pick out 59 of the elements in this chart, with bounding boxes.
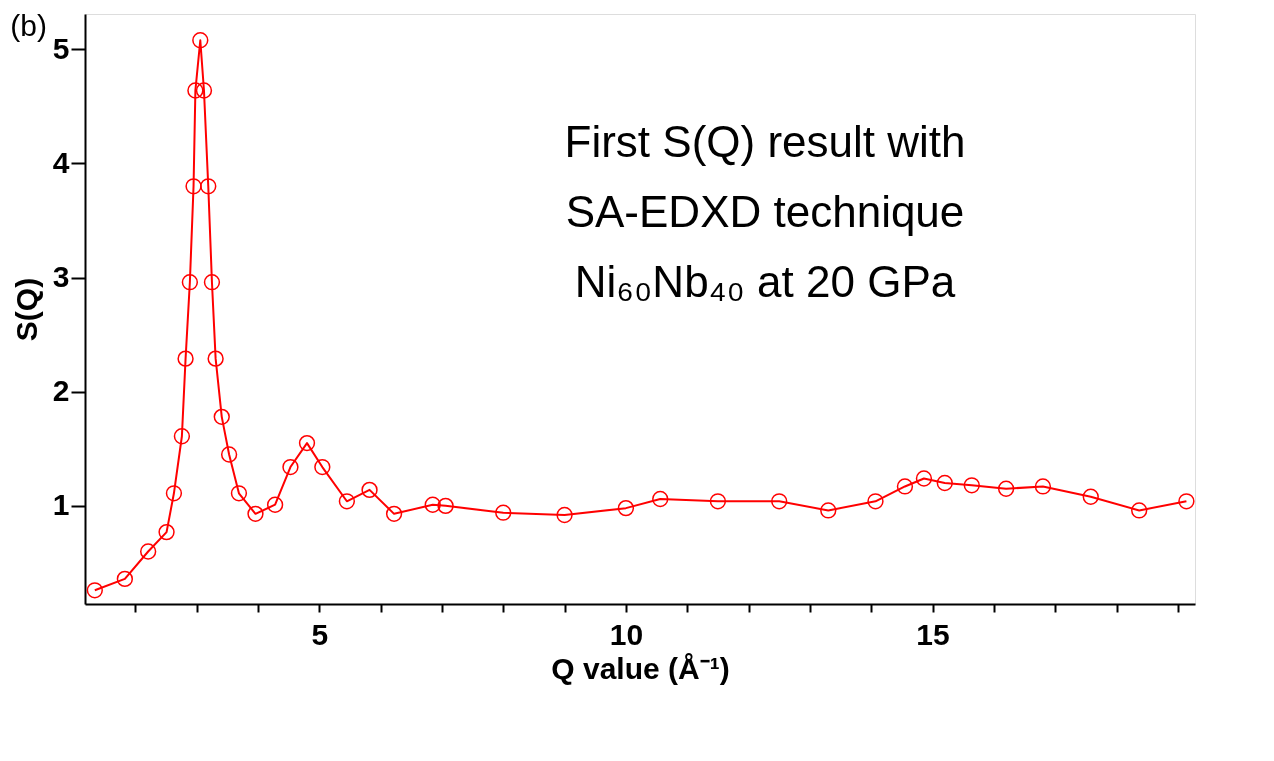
point <box>437 497 454 515</box>
point <box>1082 488 1099 505</box>
y-tick-label: 1 <box>52 488 70 522</box>
annotation: SA-EDXD technique <box>565 187 965 236</box>
point <box>936 474 953 492</box>
point <box>220 446 238 463</box>
point <box>187 82 204 99</box>
point <box>314 458 331 476</box>
y-tick-label: 4 <box>52 146 70 179</box>
point <box>200 178 217 195</box>
point <box>385 505 403 522</box>
y-tick-label: 3 <box>52 260 70 294</box>
point <box>709 493 727 510</box>
x-axis-title: Q value (Å⁻¹) <box>551 651 730 685</box>
point <box>896 478 914 495</box>
x-tick-label: 15 <box>916 617 950 651</box>
annotation: Ni₆₀Nb₄₀ at 20 GPa <box>574 257 956 306</box>
point <box>181 274 199 291</box>
text: (b) <box>10 9 47 42</box>
x-tick-label: 5 <box>311 617 329 651</box>
point <box>177 350 194 367</box>
point <box>203 274 221 291</box>
point <box>915 470 933 487</box>
point <box>86 582 103 599</box>
point <box>140 543 157 560</box>
x-tick-label: 10 <box>609 617 644 651</box>
point <box>158 523 175 541</box>
point <box>247 505 264 522</box>
point <box>963 477 980 494</box>
point <box>207 350 224 367</box>
point <box>997 480 1015 497</box>
y-axis-title: S(Q) <box>9 277 43 342</box>
point <box>192 32 209 49</box>
y-tick-label: 5 <box>52 31 70 65</box>
point <box>495 504 512 521</box>
point <box>1178 493 1195 510</box>
point <box>213 408 230 425</box>
point <box>1131 502 1148 519</box>
point <box>282 458 299 476</box>
point <box>195 82 213 99</box>
point <box>298 434 316 452</box>
point <box>820 502 837 519</box>
y-tick-label: 2 <box>52 374 70 408</box>
point <box>185 178 202 195</box>
point <box>771 493 788 510</box>
point <box>652 490 669 508</box>
point <box>230 485 248 502</box>
point <box>338 493 356 510</box>
point <box>116 570 134 588</box>
point <box>424 496 441 513</box>
point <box>361 481 378 499</box>
point <box>867 493 884 510</box>
point <box>556 506 573 524</box>
point <box>165 485 183 502</box>
point <box>617 499 635 517</box>
point <box>266 496 284 513</box>
annotation: First S(Q) result with <box>564 117 966 166</box>
point <box>1034 478 1052 495</box>
point <box>173 428 191 445</box>
